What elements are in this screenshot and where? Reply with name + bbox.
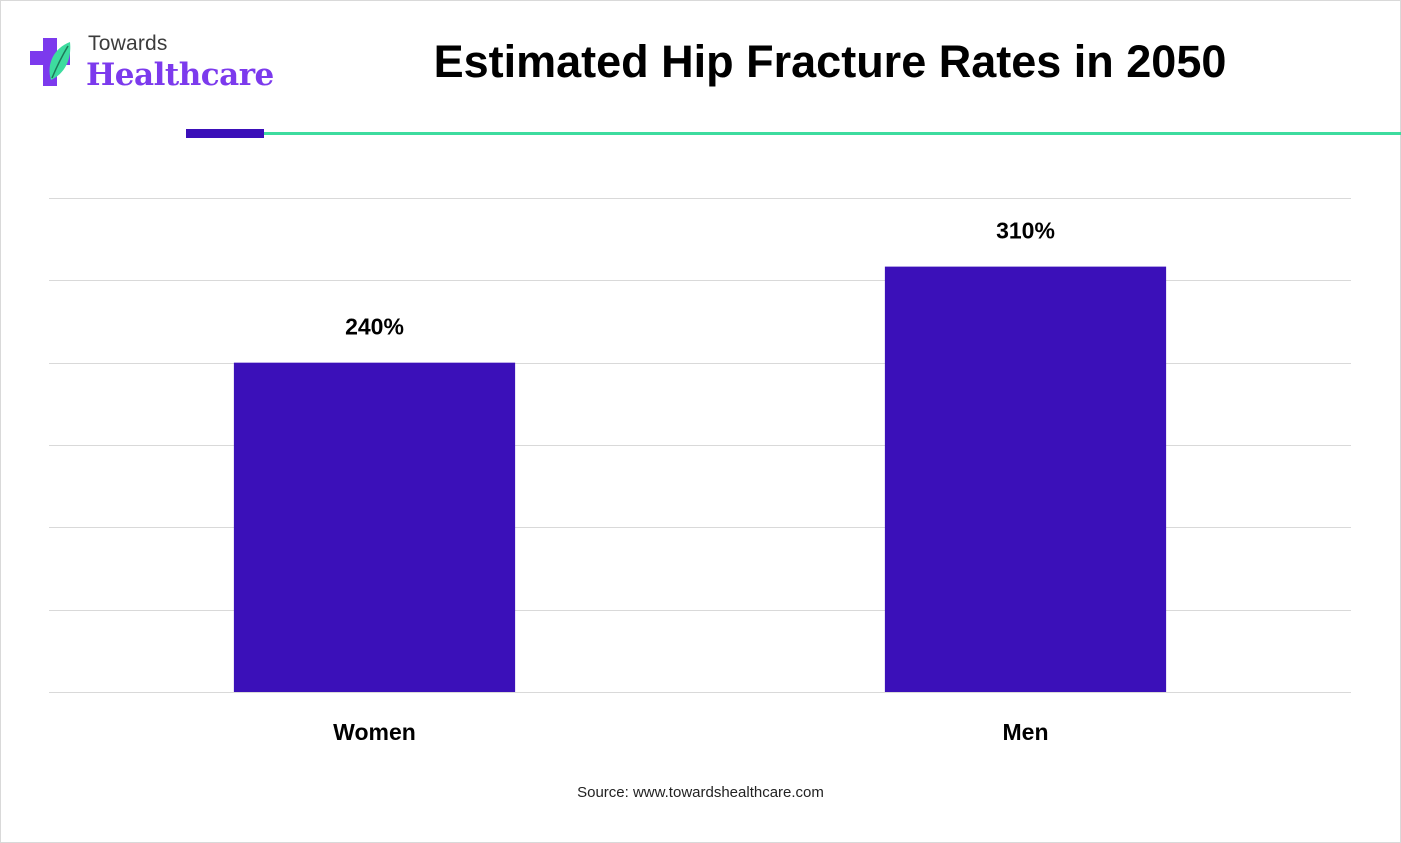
bar-men: [884, 266, 1167, 692]
data-label: 240%: [345, 314, 404, 340]
health-cross-leaf-icon: [30, 38, 71, 86]
chart-title: Estimated Hip Fracture Rates in 2050: [433, 36, 1227, 87]
data-label: 310%: [996, 218, 1055, 244]
title-accent-rule: [186, 129, 264, 138]
brand-logo: Towards Healthcare: [26, 30, 274, 100]
x-tick-label: Women: [333, 719, 416, 745]
brand-line-2: Healthcare: [86, 57, 274, 93]
bar-women: [233, 362, 516, 692]
title-divider-rule: [264, 132, 1401, 135]
x-tick-label: Men: [1003, 719, 1049, 745]
source-note: Source: www.towardshealthcare.com: [577, 784, 824, 801]
brand-line-1: Towards: [88, 32, 168, 55]
